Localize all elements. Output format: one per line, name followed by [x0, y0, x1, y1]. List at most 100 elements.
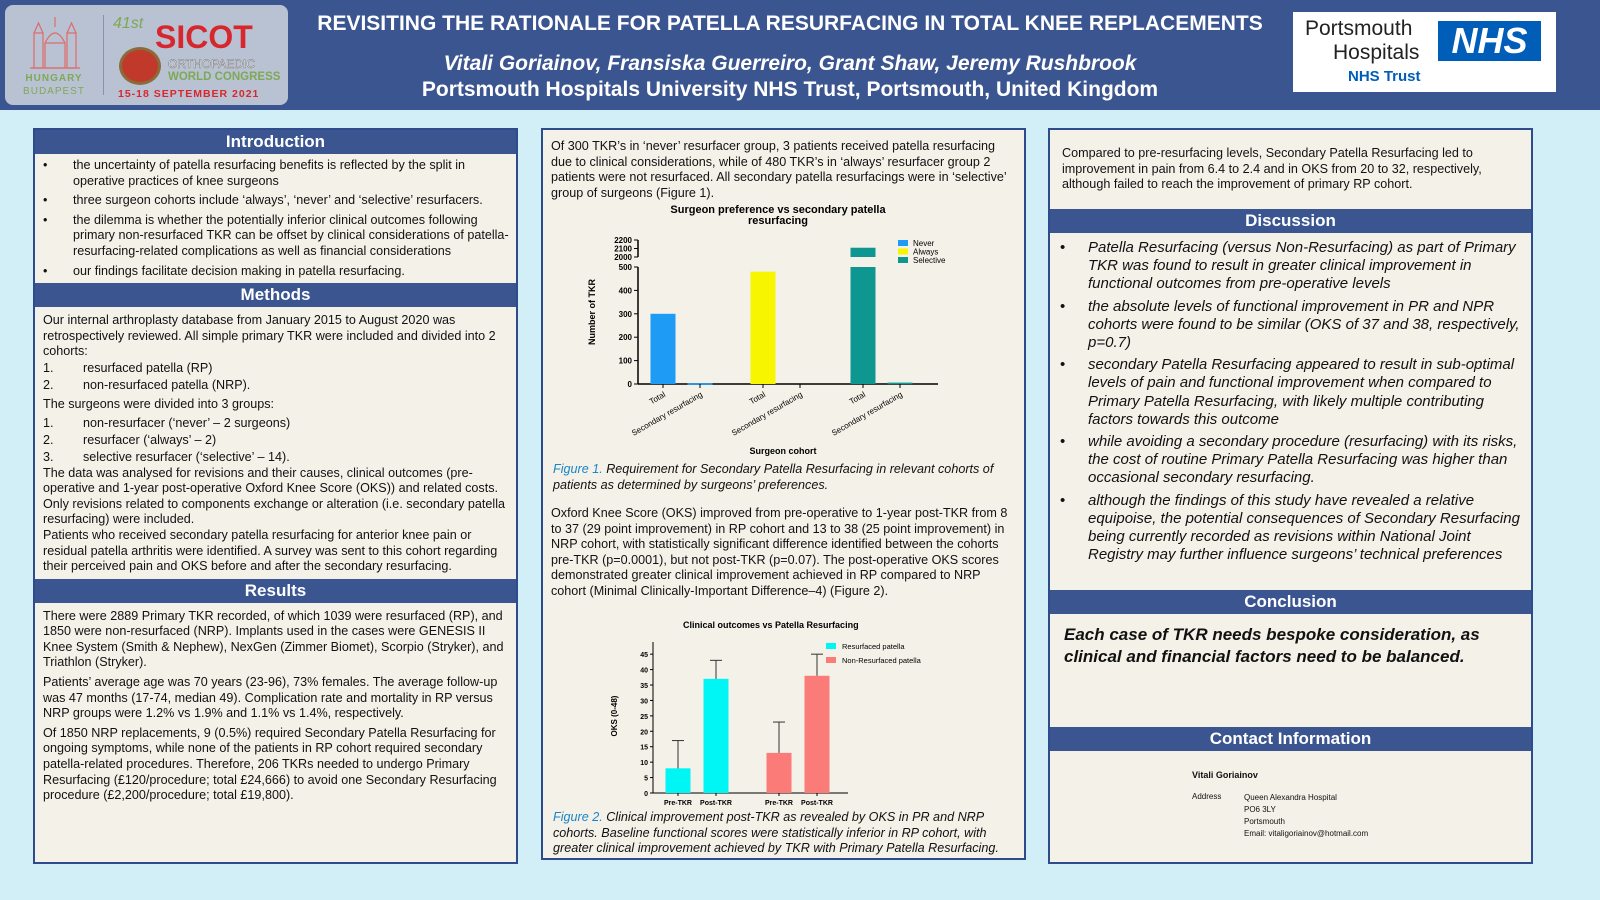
list-item: the absolute levels of functional improv… — [1058, 298, 1523, 353]
y-tick-label: 200 — [619, 333, 633, 342]
y-tick-label: 2100 — [614, 245, 632, 254]
caption-text: Requirement for Secondary Patella Resurf… — [553, 462, 994, 492]
legend-label: Selective — [913, 256, 946, 265]
list-item: three surgeon cohorts include ‘always’, … — [41, 193, 510, 209]
poster-title: REVISITING THE RATIONALE FOR PATELLA RES… — [317, 12, 1263, 35]
paragraph: The surgeons were divided into 3 groups: — [43, 396, 275, 411]
list-item: 2. resurfacer (‘always’ – 2) — [43, 432, 508, 449]
paragraph: Compared to pre-resurfacing levels, Seco… — [1062, 146, 1482, 192]
item-text: non-resurfaced patella (NRP). — [83, 377, 251, 392]
address-line: Portsmouth — [1244, 817, 1285, 826]
list-item: 1. non-resurfacer (‘never’ – 2 surgeons) — [43, 415, 508, 432]
address-line: PO6 3LY — [1244, 805, 1276, 814]
paragraph: Oxford Knee Score (OKS) improved from pr… — [551, 506, 1008, 598]
y-tick-label: 0 — [628, 380, 633, 389]
bar-upper — [850, 247, 876, 257]
logo-city-text: HUNGARY — [25, 73, 83, 84]
paragraph: The data was analysed for revisions and … — [43, 465, 506, 527]
address-label: Address — [1192, 792, 1222, 801]
x-tick-label: Post-TKR — [700, 800, 732, 807]
x-axis-label: Surgeon cohort — [750, 446, 817, 456]
item-number: 1. — [43, 415, 54, 430]
paragraph: Of 1850 NRP replacements, 9 (0.5%) requi… — [43, 725, 497, 803]
figure-label: Figure 2. — [553, 810, 603, 824]
y-tick-label: 40 — [640, 668, 648, 675]
address-line: Queen Alexandra Hospital — [1244, 793, 1337, 802]
results-heading: Results — [35, 578, 516, 603]
paragraph: Of 300 TKR’s in ‘never’ resurfacer group… — [551, 139, 1007, 200]
list-item: our findings facilitate decision making … — [41, 264, 510, 280]
y-axis-label: OKS (0-48) — [610, 695, 619, 736]
x-tick-label: Pre-TKR — [765, 800, 793, 807]
item-text: selective resurfacer (‘selective’ – 14). — [83, 449, 290, 464]
logo-text: NHS Trust — [1348, 68, 1421, 85]
methods-text: Our internal arthroplasty database from … — [35, 307, 516, 575]
discussion-list: Patella Resurfacing (versus Non-Resurfac… — [1050, 233, 1531, 564]
y-tick-label: 400 — [619, 286, 633, 295]
chart-title: Clinical outcomes vs Patella Resurfacing — [683, 620, 859, 630]
list-item: 1. resurfaced patella (RP) — [43, 360, 508, 377]
bar — [665, 768, 691, 793]
y-tick-label: 10 — [640, 760, 648, 767]
paragraph: Our internal arthroplasty database from … — [43, 313, 496, 359]
list-item: Patella Resurfacing (versus Non-Resurfac… — [1058, 239, 1523, 294]
y-tick-label: 300 — [619, 310, 633, 319]
logo-dates: 15-18 SEPTEMBER 2021 — [118, 88, 260, 100]
y-tick-label: 0 — [644, 791, 648, 798]
discussion-heading: Discussion — [1050, 209, 1531, 233]
sicot-congress-logo: HUNGARY BUDAPEST 41st SICOT ORTHOPAEDIC … — [5, 5, 288, 105]
introduction-list: the uncertainty of patella resurfacing b… — [35, 154, 516, 279]
bar — [804, 675, 830, 793]
legend-label: Never — [913, 239, 935, 248]
chart-clinical-outcomes: Clinical outcomes vs Patella Resurfacing… — [610, 620, 922, 807]
y-tick-label: 35 — [640, 683, 648, 690]
list-item: the dilemma is whether the potentially i… — [41, 213, 510, 260]
logo-city-text: BUDAPEST — [23, 86, 85, 97]
legend-swatch — [826, 657, 836, 663]
poster-authors: Vitali Goriainov, Fransiska Guerreiro, G… — [443, 52, 1137, 75]
legend-label: Non-Resurfaced patella — [842, 656, 922, 665]
legend-swatch — [898, 257, 908, 263]
basilica-icon — [30, 17, 80, 69]
introduction-heading: Introduction — [35, 130, 516, 154]
x-tick-label: Total — [748, 390, 767, 406]
conclusion-text: Each case of TKR needs bespoke considera… — [1064, 625, 1480, 666]
item-number: 2. — [43, 432, 54, 447]
contact-name: Vitali Goriainov — [1192, 770, 1258, 780]
bar — [703, 678, 729, 793]
list-item: the uncertainty of patella resurfacing b… — [41, 158, 510, 189]
list-item: while avoiding a secondary procedure (re… — [1058, 433, 1523, 488]
x-tick-label: Secondary resurfacing — [830, 390, 904, 438]
x-tick-label: Total — [848, 390, 867, 406]
list-item: 2. non-resurfaced patella (NRP). — [43, 377, 508, 394]
poster-header: HUNGARY BUDAPEST 41st SICOT ORTHOPAEDIC … — [0, 0, 1600, 110]
y-tick-label: 25 — [640, 714, 648, 721]
y-tick-label: 15 — [640, 745, 648, 752]
figure-2-caption: Figure 2. Clinical improvement post-TKR … — [543, 810, 1024, 857]
y-tick-label: 2200 — [614, 236, 632, 245]
bar — [850, 267, 876, 384]
contact-email[interactable]: Email: vitaligoriainov@hotmail.com — [1244, 829, 1369, 838]
legend-swatch — [898, 240, 908, 246]
logo-line: WORLD CONGRESS — [168, 71, 281, 83]
y-tick-label: 100 — [619, 357, 633, 366]
contact-heading: Contact Information — [1050, 727, 1531, 751]
results-text: There were 2889 Primary TKR recorded, of… — [35, 603, 516, 804]
right-column: Compared to pre-resurfacing levels, Seco… — [1048, 128, 1533, 864]
y-tick-label: 20 — [640, 729, 648, 736]
bar — [650, 313, 676, 384]
logo-line: ORTHOPAEDIC — [168, 57, 255, 72]
left-column: Introduction the uncertainty of patella … — [33, 128, 518, 864]
contact-address: Queen Alexandra Hospital PO6 3LY Portsmo… — [1244, 792, 1368, 840]
y-tick-label: 500 — [619, 263, 633, 272]
logo-sicot: SICOT — [155, 19, 253, 55]
bar — [766, 752, 792, 793]
y-tick-label: 45 — [640, 652, 648, 659]
item-number: 3. — [43, 449, 54, 464]
item-text: resurfaced patella (RP) — [83, 360, 213, 375]
x-tick-label: Pre-TKR — [664, 800, 692, 807]
chart-title: resurfacing — [748, 215, 808, 227]
x-tick-label: Secondary resurfacing — [630, 390, 704, 438]
poster-affiliation: Portsmouth Hospitals University NHS Trus… — [421, 78, 1159, 101]
figure-label: Figure 1. — [553, 462, 603, 476]
